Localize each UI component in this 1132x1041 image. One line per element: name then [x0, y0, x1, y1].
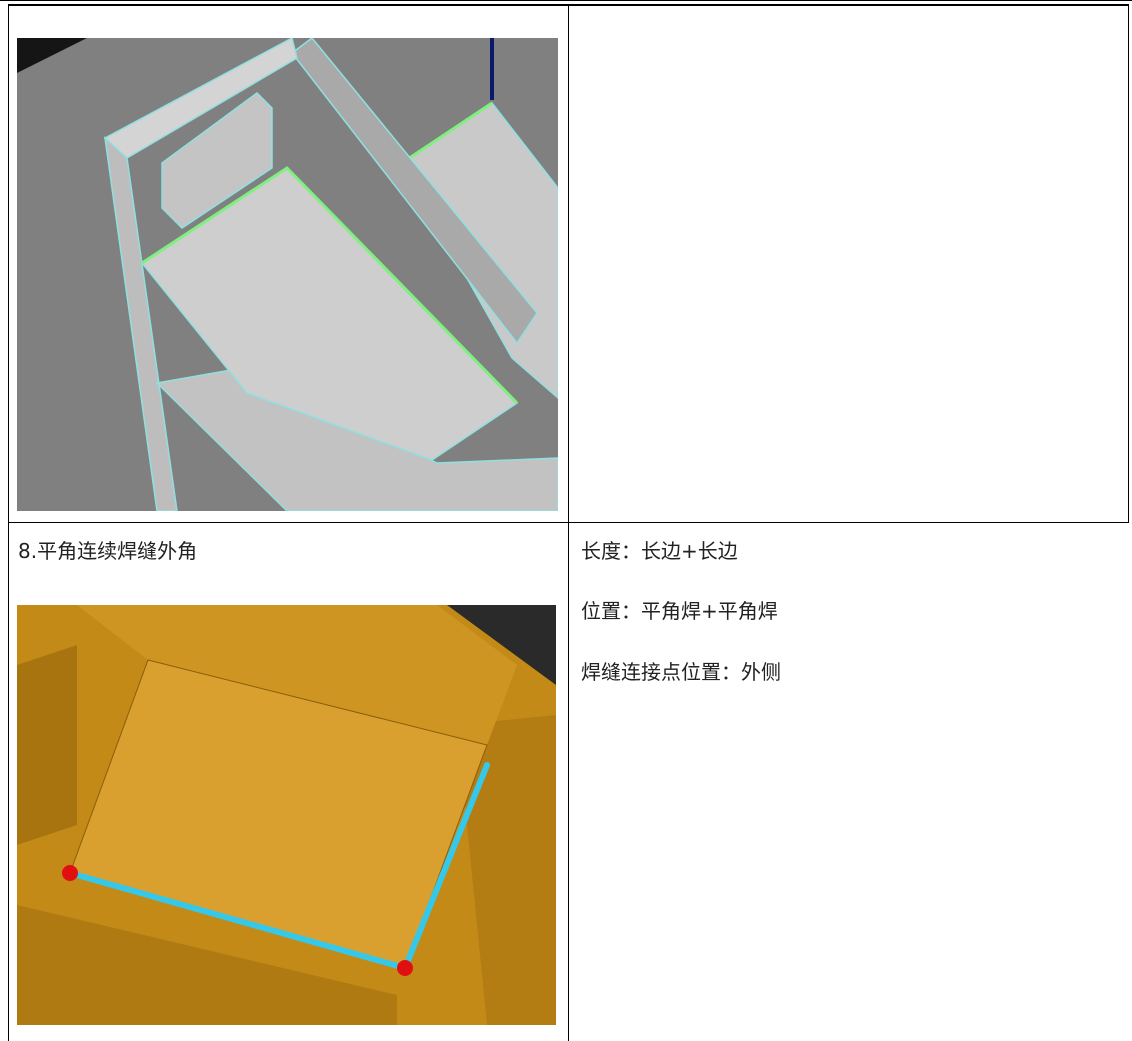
orange-render [17, 605, 556, 1025]
caption: 8.平角连续焊缝外角 [18, 539, 198, 563]
note: 长度：长边+长边 [581, 539, 738, 563]
table-border [8, 522, 1129, 523]
note: 位置：平角焊+平角焊 [581, 599, 778, 623]
top-rule [0, 0, 1132, 1]
note: 焊缝连接点位置：外侧 [581, 660, 781, 684]
gray-render [17, 38, 558, 511]
table-border [1128, 4, 1129, 523]
